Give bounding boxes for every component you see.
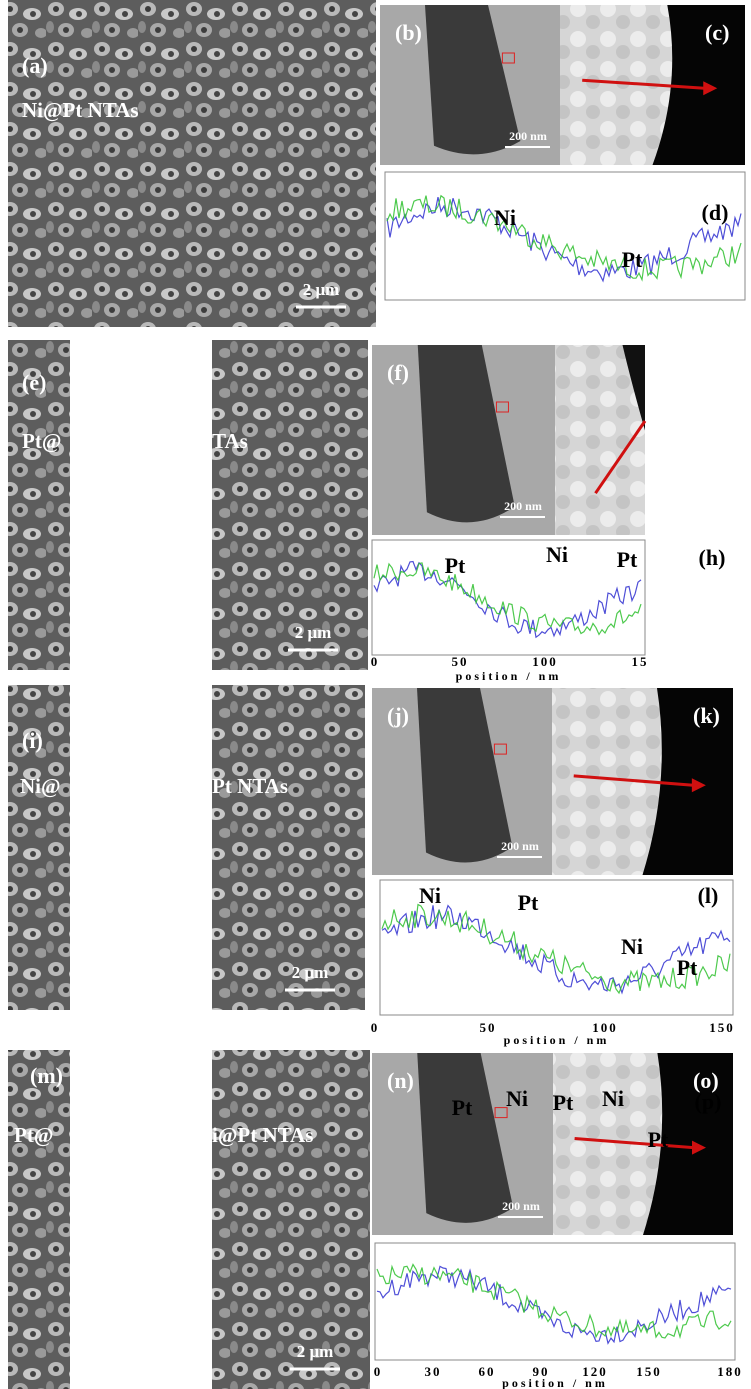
sample-title: i@Pt NTAs [212,1123,313,1147]
panel-label: (e) [22,370,46,395]
scale-label: 200 nm [504,499,542,513]
profile-frame [385,172,745,300]
scale-label: 2 μm [295,623,332,642]
x-tick-label: 0 [371,654,380,669]
x-tick-label: 30 [425,1364,442,1379]
element-label: Ni [621,934,643,959]
element-label: Pt [677,955,698,980]
element-label: Ni [419,883,441,908]
scale-label: 2 μm [297,1342,334,1361]
figure: (a)Ni@Pt NTAs2 μm(b)200 nm(c)NiPt(d)(e)P… [0,0,751,1389]
element-label: Pt [622,247,643,272]
element-label: Pt [445,553,466,578]
image-gap [70,685,212,1010]
x-tick-label: 100 [532,654,558,669]
x-tick-label: 150 [636,1364,662,1379]
element-label: Ni [602,1086,624,1111]
element-label: Pt [617,547,638,572]
x-tick-label: 15 [632,654,649,669]
panel-label: (h) [699,545,726,570]
x-tick-label: 50 [480,1020,497,1035]
panel-label: (j) [387,703,409,728]
panel-label: (f) [387,360,409,385]
x-tick-label: 180 [717,1364,743,1379]
panel-label: (p) [695,1089,722,1114]
x-tick-label: 0 [374,1364,383,1379]
sample-title: Ni@Pt NTAs [22,98,139,122]
x-axis-label: position / nm [504,1033,610,1047]
scale-label: 200 nm [501,839,539,853]
element-label: Pt [648,1127,669,1152]
panel-label: (k) [693,703,720,728]
profile-frame [372,540,645,655]
page: (a)Ni@Pt NTAs2 μm(b)200 nm(c)NiPt(d)(e)P… [0,0,751,1389]
scale-label: 2 μm [292,963,329,982]
sem-image [8,0,376,327]
sample-title: Ni@ [20,774,61,798]
x-axis-label: position / nm [502,1376,608,1389]
scale-label: 2 μm [303,280,340,299]
x-tick-label: 50 [452,654,469,669]
element-label: Ni [494,205,516,230]
element-label: Pt [553,1090,574,1115]
panel-label: (n) [387,1068,414,1093]
element-label: Pt [452,1095,473,1120]
panel-label: (i) [22,728,43,753]
panel-label: (l) [698,883,719,908]
scale-label: 200 nm [509,129,547,143]
panel-label: (a) [22,53,48,78]
image-gap [70,340,212,670]
sample-title: Pt NTAs [212,774,288,798]
scale-label: 200 nm [502,1199,540,1213]
panel-label: (b) [395,20,422,45]
sample-title: Pt@ [14,1123,53,1147]
element-label: Ni [546,542,568,567]
element-label: Ni [506,1086,528,1111]
x-tick-label: 60 [479,1364,496,1379]
element-label: Pt [518,890,539,915]
x-tick-label: 0 [371,1020,380,1035]
panel-label: (m) [30,1063,63,1088]
profile-frame [375,1243,735,1360]
sample-title: TAs [212,429,248,453]
x-axis-label: position / nm [456,669,562,683]
panel-label: (d) [702,200,729,225]
sample-title: Pt@ [22,429,61,453]
x-tick-label: 150 [709,1020,735,1035]
image-gap [70,1050,212,1389]
panel-label: (c) [705,20,729,45]
